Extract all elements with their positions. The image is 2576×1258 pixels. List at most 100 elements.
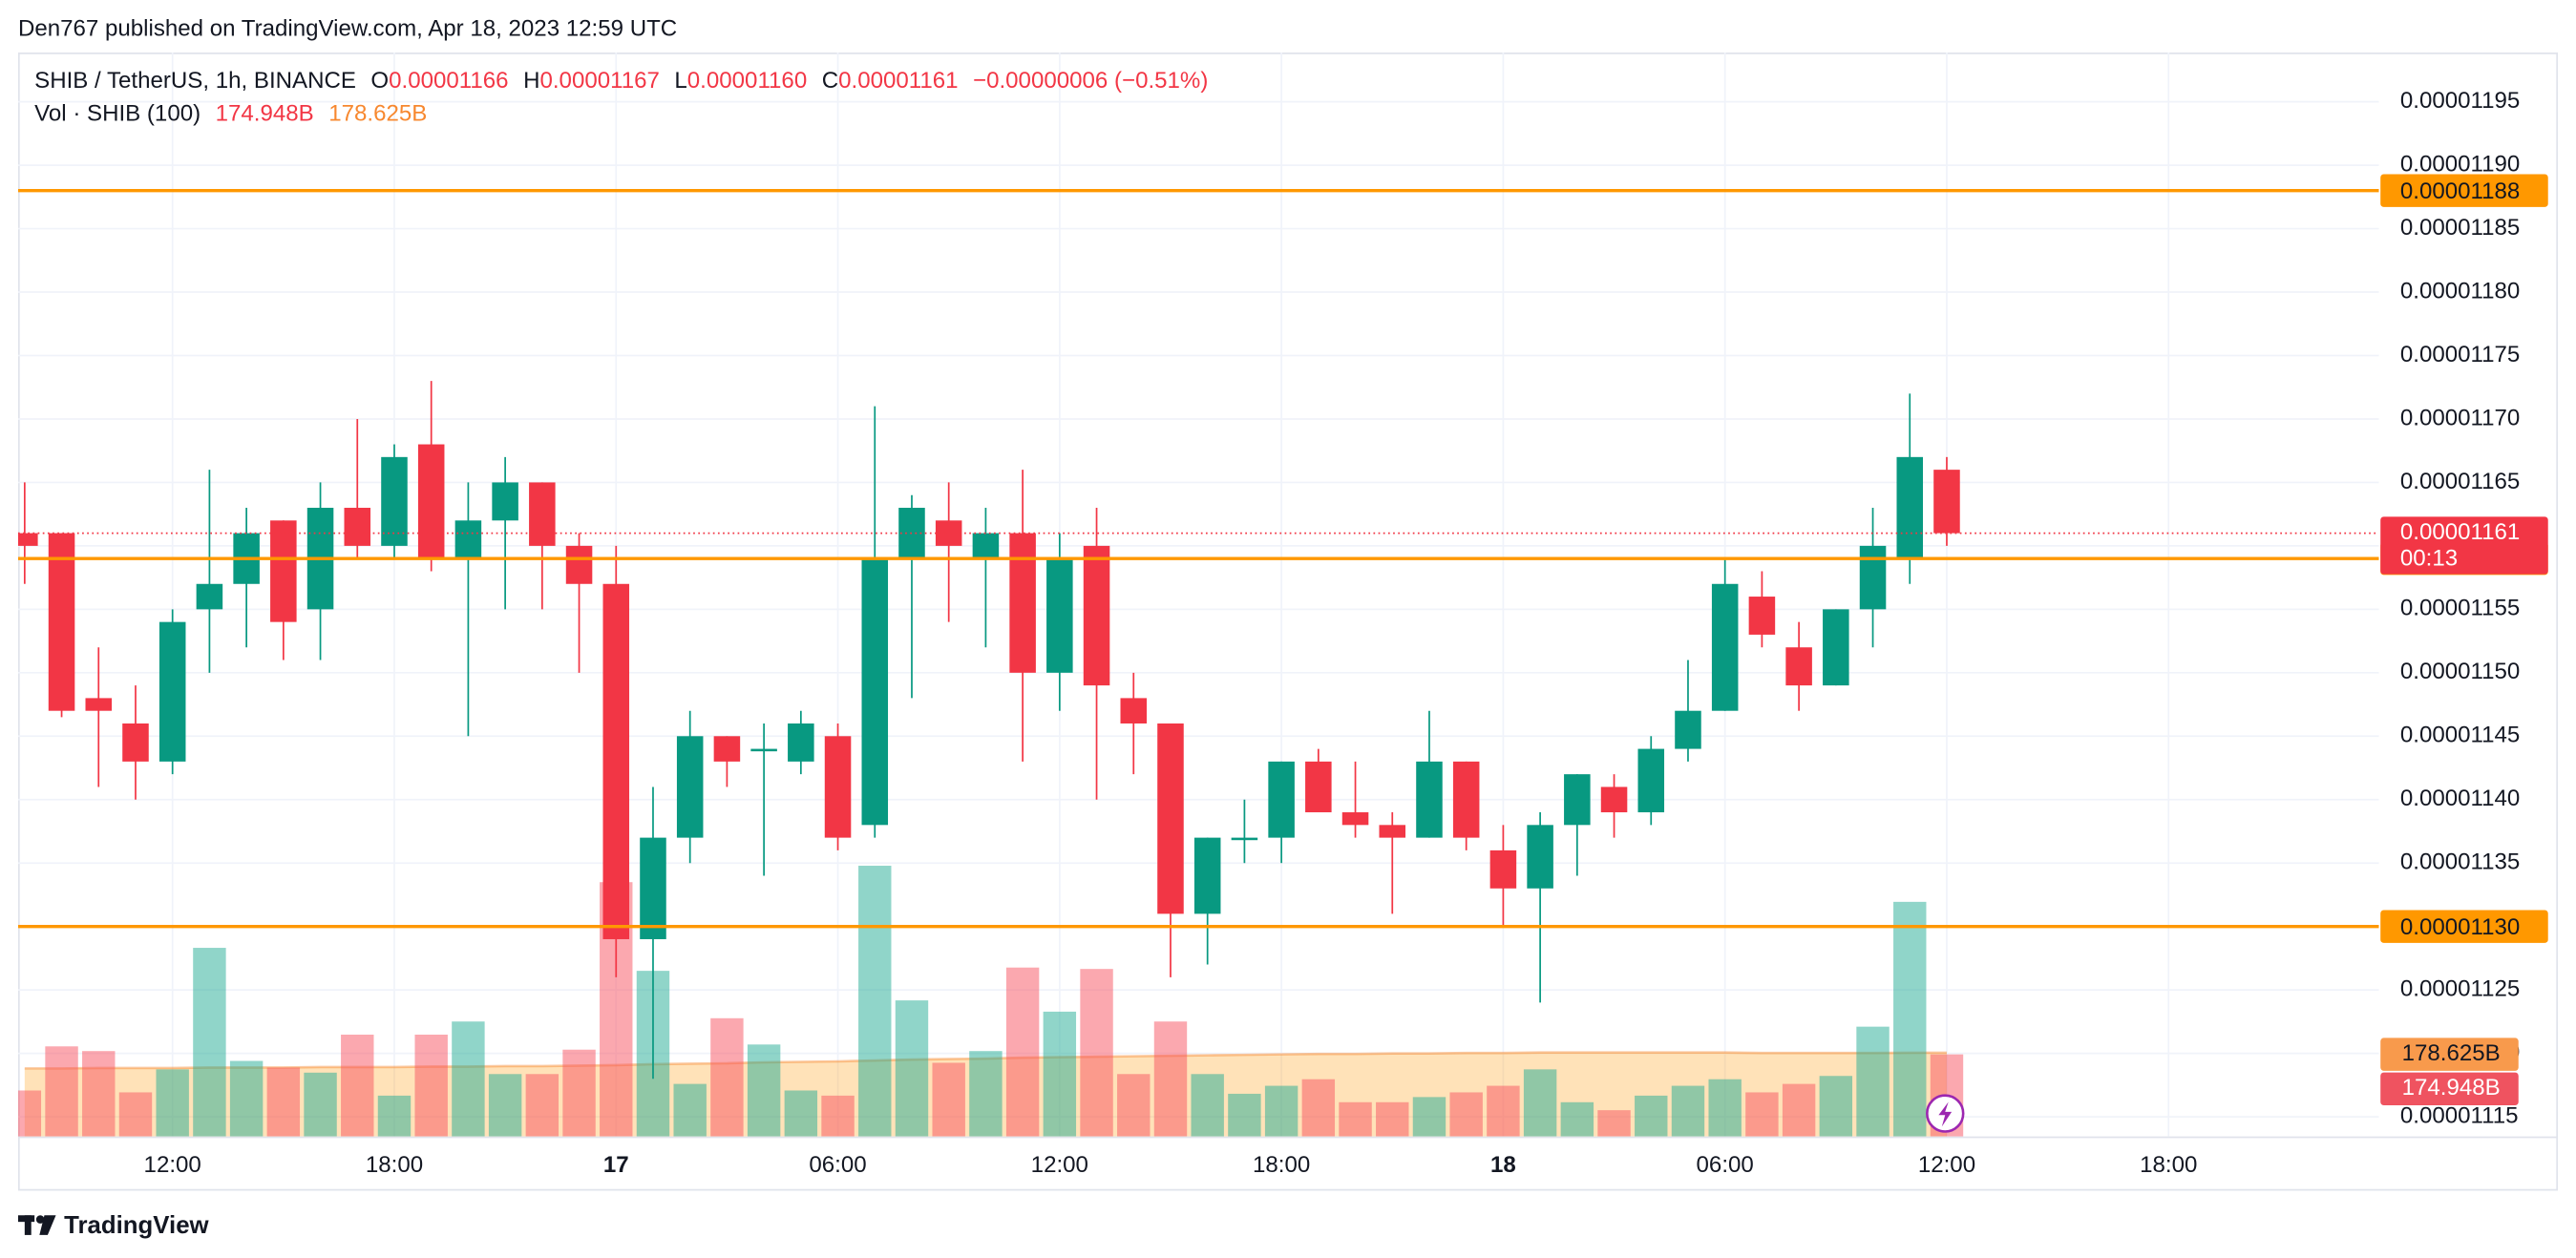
volume-bar [1191, 1074, 1224, 1137]
candle-body [640, 837, 666, 939]
volume-label: 174.948B [2402, 1075, 2501, 1101]
high-label: H [523, 68, 539, 94]
y-tick-label: 0.00001115 [2400, 1102, 2519, 1128]
candle-body [1896, 456, 1924, 559]
volume-bar [969, 1051, 1003, 1137]
candle-body [1046, 558, 1073, 673]
x-tick-label: 18:00 [1253, 1152, 1310, 1178]
plot-area [17, 188, 2379, 1137]
y-tick-label: 0.00001145 [2400, 723, 2520, 748]
candle-body [1416, 761, 1443, 838]
candle-body [417, 444, 445, 559]
y-tick-label: 0.00001190 [2400, 151, 2520, 177]
candle-body [454, 520, 482, 559]
publisher: Den767 published on TradingView.com, Apr… [18, 15, 677, 41]
logo-dot [35, 1215, 45, 1224]
countdown: 00:13 [2400, 545, 2458, 571]
candle-body [1009, 533, 1036, 673]
y-tick-label: 0.00001185 [2400, 215, 2520, 241]
close-label: C [822, 68, 838, 94]
volume-bar [1043, 1011, 1077, 1137]
candle-body [1859, 545, 1887, 610]
change-value: −0.00000006 (−0.51%) [973, 68, 1208, 94]
volume-bar [895, 1000, 929, 1137]
x-tick-label: 06:00 [1697, 1152, 1754, 1178]
volume-bar [1301, 1079, 1336, 1137]
candle-body [196, 583, 223, 610]
candle-body [565, 545, 593, 584]
x-tick-label: 12:00 [1918, 1152, 1975, 1178]
volume-bar [17, 1090, 42, 1137]
volume-bar [229, 1060, 264, 1137]
candle-body [1564, 774, 1591, 826]
last-price-box [2380, 516, 2548, 575]
candle-body [972, 533, 1000, 559]
brand: TradingView [64, 1212, 209, 1239]
y-tick-label: 0.00001140 [2400, 786, 2520, 811]
x-tick-label: 06:00 [809, 1152, 866, 1178]
legend: SHIB / TetherUS, 1h, BINANCE O0.00001166 H… [34, 68, 1208, 126]
legend-ohlc: SHIB / TetherUS, 1h, BINANCE O0.00001166 H… [34, 68, 1208, 94]
y-tick-label: 0.00001125 [2400, 975, 2520, 1001]
candle-body [1305, 761, 1332, 813]
open-value: 0.00001166 [389, 68, 508, 94]
candle-body [122, 723, 149, 762]
y-tick-label: 0.00001135 [2400, 849, 2520, 875]
close-value: 0.00001161 [838, 68, 958, 94]
high-value: 0.00001167 [539, 68, 659, 94]
candle-body [1637, 748, 1665, 813]
volume-bar [1597, 1110, 1631, 1137]
volume-bar [118, 1092, 153, 1137]
candle-body [1231, 837, 1258, 841]
volume-bar [1153, 1021, 1188, 1137]
candle-body [381, 456, 408, 546]
volume-bar [1264, 1085, 1299, 1137]
level-label-box [2380, 174, 2548, 207]
low-label: L [674, 68, 686, 94]
candle-body [1489, 849, 1517, 889]
x-tick-label: 18:00 [2140, 1152, 2197, 1178]
volume-bar [304, 1072, 337, 1137]
x-tick-label: 12:00 [144, 1152, 201, 1178]
candle-body [1268, 761, 1295, 838]
volume-bar [821, 1095, 855, 1137]
y-tick-label: 0.00001195 [2400, 88, 2520, 114]
candle-body [344, 508, 371, 546]
volume-bar [193, 948, 226, 1137]
candle-body [602, 583, 630, 939]
y-tick-label: 0.00001170 [2400, 405, 2520, 430]
volume-bar [341, 1034, 374, 1137]
x-tick-label: 17 [603, 1152, 629, 1178]
volume-bar [747, 1044, 781, 1137]
volume-bar [710, 1017, 744, 1137]
volume-ma-value: 178.625B [328, 101, 427, 127]
candle-body [750, 748, 777, 752]
candle-body [1711, 583, 1739, 711]
y-tick-label: 0.00001180 [2400, 278, 2520, 304]
volume-bar [932, 1062, 965, 1137]
candle-body [1157, 723, 1184, 914]
volume-bar [1005, 967, 1040, 1137]
candle-body [1120, 698, 1148, 723]
candle-body [1341, 812, 1369, 826]
volume-bar [1080, 969, 1113, 1137]
volume-bar [1856, 1026, 1890, 1137]
footer-logo: TradingView [17, 1212, 210, 1239]
logo-stem [24, 1215, 32, 1235]
level-label: 0.00001188 [2400, 178, 2520, 204]
volume-bar [414, 1034, 448, 1137]
level-label: 0.00001130 [2400, 914, 2520, 940]
volume-bar [1228, 1093, 1261, 1137]
y-tick-label: 0.00001150 [2400, 659, 2520, 684]
volume-bar [1560, 1101, 1594, 1137]
volume-title: Vol · SHIB (100) [34, 101, 201, 127]
volume-bar [156, 1069, 189, 1137]
chart-frame [17, 52, 2559, 1191]
volume-bar [452, 1021, 485, 1137]
candle-body [48, 533, 75, 711]
volume-bar [1635, 1095, 1668, 1137]
y-tick-label: 0.00001175 [2400, 342, 2520, 367]
volume-bar [82, 1051, 116, 1137]
